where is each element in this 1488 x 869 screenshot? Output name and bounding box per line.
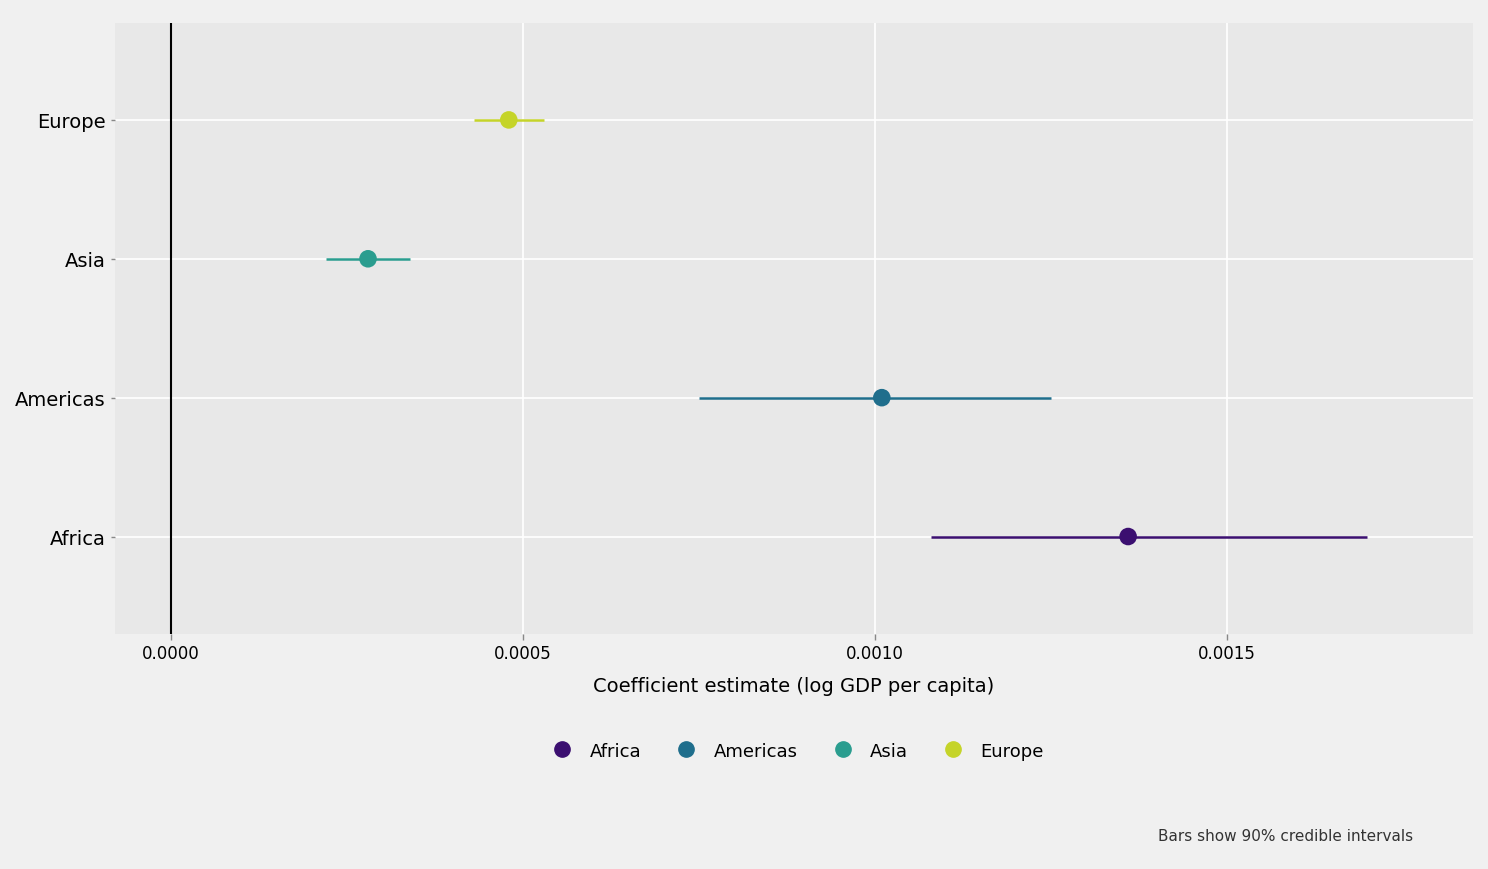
Legend: Africa, Americas, Asia, Europe: Africa, Americas, Asia, Europe	[537, 734, 1051, 767]
Text: Bars show 90% credible intervals: Bars show 90% credible intervals	[1159, 828, 1414, 843]
Point	[870, 391, 894, 405]
Point	[356, 253, 379, 267]
X-axis label: Coefficient estimate (log GDP per capita): Coefficient estimate (log GDP per capita…	[594, 676, 994, 695]
Point	[1116, 530, 1140, 544]
Point	[497, 114, 521, 128]
